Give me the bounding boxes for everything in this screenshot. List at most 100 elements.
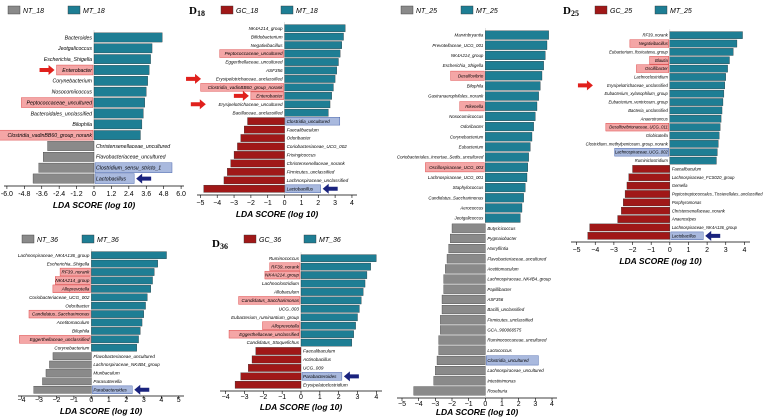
label-highlight <box>52 284 91 293</box>
bar <box>413 386 486 396</box>
bar <box>93 108 144 119</box>
bar <box>240 134 285 142</box>
legend-label: GC_25 <box>610 8 632 15</box>
bar <box>617 215 670 223</box>
bar <box>669 106 723 115</box>
x-tick-label: −1 <box>264 200 272 207</box>
x-tick-label: −4 <box>591 247 599 254</box>
bar <box>669 156 717 165</box>
bar <box>300 313 358 322</box>
legend-swatch <box>81 234 95 244</box>
bar-label: Candidatus_Saccharimonas <box>242 298 300 303</box>
x-tick-label: 0 <box>283 200 287 207</box>
bar <box>47 141 95 151</box>
bar-label: Lactobacillus <box>96 176 126 182</box>
bar <box>669 81 725 90</box>
x-tick-label: 1 <box>687 247 691 254</box>
bar-label: Lachnospiraceae_unclassified <box>287 178 349 183</box>
bar <box>93 32 163 43</box>
x-tick-label: 6.0 <box>176 191 186 198</box>
bar <box>485 40 548 50</box>
bar-label: ASF356 <box>486 297 503 302</box>
x-tick-label: −4 <box>222 394 230 401</box>
x-tick-label: -4.8 <box>18 191 30 198</box>
bar-label: Negativibacillus <box>251 43 284 48</box>
bar-label: Gastranaerophilales_norank <box>428 94 484 99</box>
bar <box>448 244 486 254</box>
panel-title-letter: D <box>212 238 220 250</box>
label-highlight <box>459 101 485 112</box>
label-highlight <box>94 173 135 184</box>
legend-swatch <box>594 5 608 15</box>
x-tick-label: 4 <box>374 394 378 401</box>
bar-label: Gemella <box>672 183 688 188</box>
x-tick-label: 2 <box>124 397 128 404</box>
bar <box>669 48 734 56</box>
bar-label: Peptococcaceae_uncultured <box>225 51 283 56</box>
x-tick-label: 0 <box>668 247 672 254</box>
bar-label: Coriobacteriaceae_UCG_002 <box>287 144 348 149</box>
bar <box>91 251 167 259</box>
bar <box>443 274 486 284</box>
bar <box>284 92 332 100</box>
bar-label: Corynebacterium <box>53 79 93 85</box>
bar-label: GCA_900066575 <box>487 328 521 333</box>
bar <box>485 152 529 162</box>
legend-swatch <box>460 5 474 15</box>
bar-label: Lachnospiraceae_NK4B4_group <box>93 362 160 367</box>
legend-label: GC_18 <box>236 8 258 15</box>
x-tick-label: 5 <box>177 397 181 404</box>
bar-label: Faecalibaculum <box>287 127 319 132</box>
bar <box>445 264 486 274</box>
bar-label: Aerococcus <box>459 206 484 211</box>
bar <box>91 335 139 344</box>
bar <box>441 294 486 304</box>
label-highlight <box>19 335 91 344</box>
bar-label: UCG_003 <box>279 306 300 311</box>
bar <box>669 39 738 48</box>
bar-label: Bifidobacterium <box>251 34 283 39</box>
bar-label: Christensenellaceae_uncultured <box>96 144 171 150</box>
x-tick-label: −5 <box>398 401 406 408</box>
x-tick-label: −1 <box>465 401 473 408</box>
bar-label: Clostridia_vadinBB60_group_norank <box>8 133 93 139</box>
bar <box>436 355 486 365</box>
bar-label: Nosocomiicoccus <box>52 90 93 96</box>
bar <box>485 183 526 193</box>
bar <box>38 162 95 173</box>
bar <box>93 119 143 130</box>
bar <box>93 65 150 75</box>
bar-label: Faecalibaculum <box>303 349 335 354</box>
bar-label: Eubacterium_xylanophilum_group <box>604 91 668 96</box>
bar <box>485 81 541 91</box>
bar <box>438 335 486 345</box>
bar <box>284 41 342 49</box>
label-highlight <box>250 91 284 100</box>
bar-label: Staphylococcus <box>453 185 485 190</box>
x-tick-label: 2 <box>705 247 709 254</box>
bar <box>450 233 486 243</box>
label-highlight <box>94 162 173 173</box>
bar <box>485 50 546 60</box>
x-tick-label: −5 <box>196 200 204 207</box>
label-highlight <box>264 270 301 280</box>
bar <box>93 130 141 140</box>
bar <box>669 115 722 123</box>
legend-swatch <box>21 234 35 244</box>
legend-label: NT_36 <box>37 237 58 244</box>
bar-label: RF39_norank <box>642 33 668 38</box>
x-tick-label: −3 <box>431 401 439 408</box>
label-highlight <box>21 97 94 108</box>
bar <box>628 173 670 182</box>
bar <box>485 162 528 172</box>
label-highlight <box>262 321 301 330</box>
bar-label: Flavobacteriaceae_uncultured <box>487 256 546 261</box>
x-tick-label: −3 <box>240 394 248 401</box>
bar-label: Lachnospiraceae_uncultured <box>487 368 544 373</box>
x-tick-label: 4 <box>550 401 554 408</box>
label-highlight <box>56 64 94 76</box>
label-highlight <box>228 330 301 339</box>
bar-label: Erysipelatoclostridium <box>303 382 348 387</box>
bar <box>485 193 524 203</box>
